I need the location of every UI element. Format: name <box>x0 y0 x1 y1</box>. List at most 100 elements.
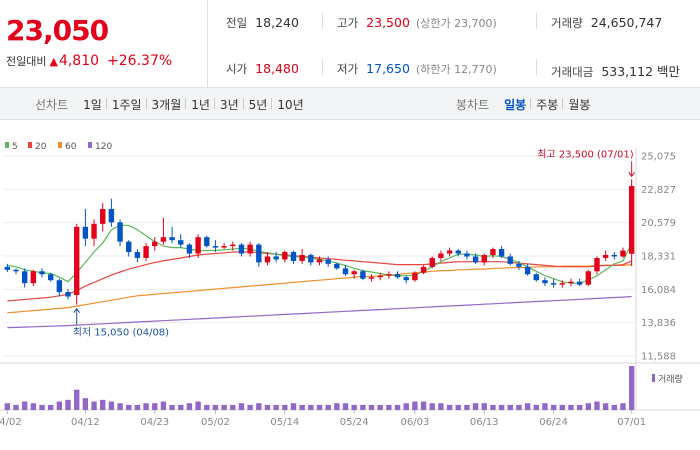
candle-body <box>100 209 106 224</box>
low-annotation: 최저 15,050 (04/08) <box>73 327 169 339</box>
candle <box>464 250 470 260</box>
candle-body <box>282 252 288 260</box>
volume-bar <box>464 404 470 410</box>
high-arrow-head <box>628 172 636 178</box>
candle <box>108 198 115 227</box>
period-5y-button[interactable]: 5년 <box>242 96 273 113</box>
volume-bar <box>334 403 340 410</box>
volume-bar <box>620 403 626 410</box>
candle-body <box>247 244 253 254</box>
x-tick-label: 06/24 <box>539 417 568 428</box>
volume-bar <box>377 404 383 410</box>
candle <box>30 269 37 287</box>
change-row: 전일대비 ▲ 4,810 +26.37% <box>6 53 172 69</box>
candle-body <box>524 266 531 275</box>
candle <box>264 252 271 266</box>
candle-body <box>264 256 271 263</box>
candle-body <box>394 274 401 278</box>
candle-body <box>368 277 375 279</box>
period-3y-button[interactable]: 3년 <box>213 96 244 113</box>
candle <box>256 243 262 267</box>
volume-bar <box>585 403 591 410</box>
legend-label: 60 <box>65 142 77 152</box>
candle-body <box>238 244 245 254</box>
volume-bar <box>368 404 375 410</box>
y-tick-label: 18,331 <box>641 252 676 263</box>
volume-legend-label: 거래량 <box>658 373 683 385</box>
volume-bar <box>446 404 453 410</box>
candle-monthly-button[interactable]: 월봉 <box>562 96 595 113</box>
volume-bar <box>533 404 539 410</box>
candle <box>559 280 565 288</box>
candle-body <box>290 252 297 261</box>
ma-legend: 5 20 60 120 <box>5 142 112 152</box>
volume-bar <box>169 404 175 410</box>
x-tick-label: 05/02 <box>201 417 230 428</box>
candle <box>91 219 97 247</box>
candle <box>542 277 548 287</box>
candle-body <box>299 254 305 261</box>
volume-bar <box>48 404 54 410</box>
y-tick-label: 20,579 <box>641 218 676 229</box>
period-1y-button[interactable]: 1년 <box>185 96 215 113</box>
stock-chart[interactable]: 5 20 60 120 25,075 22,827 20,579 18,331 16,084 1… <box>0 120 700 450</box>
candle <box>13 268 19 275</box>
candle-body <box>490 249 496 255</box>
candle <box>481 253 487 266</box>
candle-body <box>325 259 331 264</box>
price-box: 23,050 전일대비 ▲ 4,810 +26.37% <box>0 0 208 88</box>
y-tick-label: 11,588 <box>641 352 676 363</box>
legend-swatch <box>5 142 9 148</box>
candle <box>516 260 522 270</box>
volume-bar <box>74 389 80 410</box>
candle-chart-label: 봉차트 <box>456 97 490 112</box>
period-10y-button[interactable]: 10년 <box>271 96 308 113</box>
x-tick-label: 05/14 <box>270 417 299 428</box>
candle <box>169 226 175 244</box>
volume-bar <box>290 403 297 410</box>
candle <box>143 243 149 261</box>
candle <box>299 249 305 264</box>
candle-body <box>568 281 574 284</box>
candle <box>212 240 219 253</box>
candle-body <box>585 271 591 285</box>
candle <box>576 278 583 287</box>
candle-daily-button[interactable]: 일봉 <box>504 97 527 112</box>
period-1d-button[interactable]: 1일 <box>83 97 102 112</box>
price-axis: 25,075 22,827 20,579 18,331 16,084 13,836 11,5… <box>641 152 676 363</box>
stat-trade-value: 거래대금 533,112 백만 <box>551 64 680 79</box>
candle-body <box>507 256 513 264</box>
x-tick-label: 04/02 <box>0 417 22 428</box>
candle <box>550 278 557 288</box>
candle <box>308 253 314 266</box>
candle <box>178 234 184 248</box>
up-triangle-icon: ▲ <box>49 54 58 68</box>
candle-body <box>204 237 210 247</box>
candle-body <box>446 250 453 254</box>
volume-bar <box>82 398 89 410</box>
candle-body <box>308 254 314 263</box>
volume-bar <box>299 404 305 410</box>
candle <box>628 179 635 267</box>
volume-bar <box>412 401 418 410</box>
volume-bars: 거래량 <box>4 366 683 410</box>
candle-body <box>273 256 279 260</box>
volume-bar <box>325 404 331 410</box>
volume-bar <box>126 404 132 410</box>
period-1w-button[interactable]: 1주일 <box>105 96 147 113</box>
volume-bar <box>143 403 149 410</box>
period-3m-button[interactable]: 3개월 <box>145 96 187 113</box>
candle-weekly-button[interactable]: 주봉 <box>530 96 563 113</box>
volume-bar <box>507 404 513 410</box>
volume-bar <box>56 401 63 410</box>
candle-body <box>186 244 193 254</box>
candle <box>498 246 505 258</box>
candle <box>412 271 418 282</box>
quote-header: 23,050 전일대비 ▲ 4,810 +26.37% 전일 18,240 고가… <box>0 0 700 88</box>
candle-body <box>160 237 167 242</box>
candle-body <box>74 226 80 296</box>
candle <box>325 256 331 267</box>
y-tick-label: 22,827 <box>641 185 676 196</box>
legend-swatch <box>88 142 92 148</box>
candle <box>56 278 63 297</box>
